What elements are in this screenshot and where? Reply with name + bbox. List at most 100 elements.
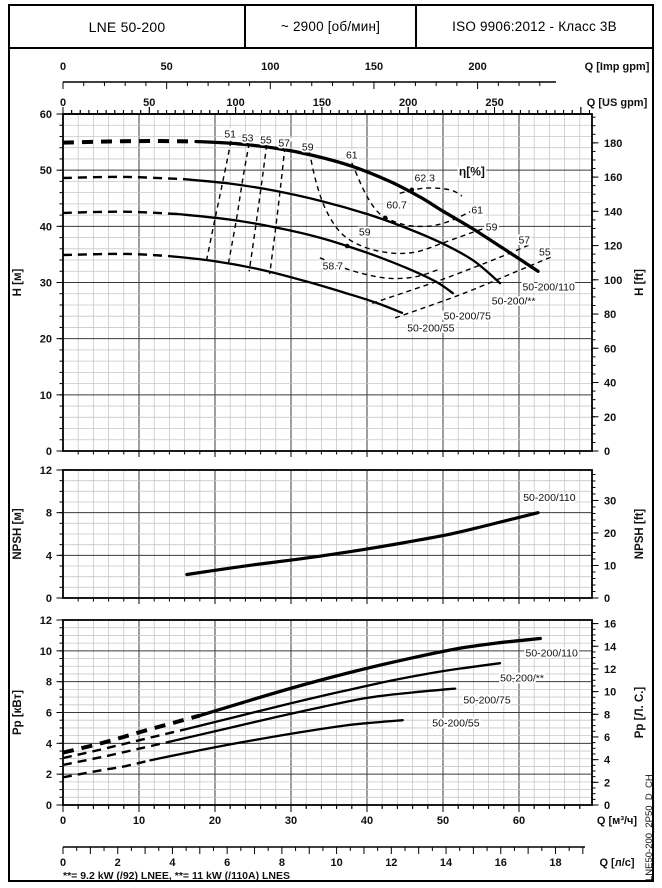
curve-solid-segment (168, 687, 457, 743)
npsh-chart-ticks (56, 469, 599, 604)
right-axis-tick-label: 16 (604, 619, 616, 631)
right-axis-tick-label: 2 (604, 777, 610, 789)
curve-solid-segment (168, 254, 404, 314)
bep-dot (344, 243, 350, 249)
curve-name-label: 50-200/55 (432, 717, 479, 729)
left-axis-tick-label: 40 (40, 221, 52, 233)
ruler-tick-label: 40 (361, 815, 373, 827)
power-chart-ticks (56, 619, 599, 811)
right-axis-tick-label: 8 (604, 709, 610, 721)
curve-dashed-segment (62, 210, 178, 216)
curve-solid-segment (185, 511, 540, 577)
y-axis-title-right: H [ft] (634, 269, 646, 296)
curve-solid-segment (183, 178, 502, 285)
ruler-tick-label: 50 (143, 97, 155, 109)
efficiency-label: 51 (224, 129, 236, 141)
right-axis-tick-label: 120 (604, 241, 622, 253)
ruler-tick-label: 50 (437, 815, 449, 827)
curve-name-label: 50-200/55 (407, 322, 454, 334)
left-axis-tick-label: 6 (46, 708, 52, 720)
right-axis-tick-label: 10 (604, 560, 616, 572)
ruler-tick-label: 100 (226, 97, 244, 109)
efficiency-label: 58.7 (323, 261, 344, 273)
curve-solid-segment (149, 719, 404, 762)
curve-50-200110 (62, 138, 540, 273)
curve-50-200110 (62, 636, 542, 755)
ruler-tick-label: 60 (513, 815, 525, 827)
right-axis-tick-label: 4 (604, 755, 611, 767)
left-axis-tick-label: 4 (46, 738, 53, 750)
ruler-tick-label: 50 (161, 61, 173, 73)
pump-model: LNE 50-200 (10, 6, 246, 47)
power-chart: 0 2 4 6 8 10 12 0 2 4 6 8 10 12 14 16 50-200/110 50-200/*… (12, 615, 646, 812)
right-axis-tick-label: 80 (604, 309, 616, 321)
ruler-tick-label: 6 (224, 857, 230, 869)
efficiency-label: 59 (302, 142, 314, 154)
curve-50-200110 (185, 511, 540, 577)
y-axis-title-right: Pр [Л. С.] (634, 687, 646, 739)
pump-speed: ~ 2900 [об/мин] (246, 6, 417, 47)
eff-57-right-contour (372, 243, 533, 304)
curve-dashed-segment (62, 138, 197, 145)
ruler-tick-label: 18 (549, 857, 561, 869)
footnote: **= 9.2 kW (/92) LNEE, **= 11 kW (/110A)… (63, 870, 290, 882)
left-axis-tick-label: 4 (46, 550, 53, 562)
efficiency-label: 53 (242, 133, 254, 145)
right-axis-tick-label: 20 (604, 412, 616, 424)
y-axis-title-left: H [м] (12, 268, 24, 296)
eff-57-contour (269, 147, 286, 275)
left-axis-tick-label: 2 (46, 769, 52, 781)
efficiency-label: 55 (260, 134, 272, 146)
y-axis-title-left: NPSH [м] (12, 508, 24, 559)
bep-dot (409, 187, 415, 193)
title-bar: LNE 50-200 ~ 2900 [об/мин] ISO 9906:2012… (8, 4, 654, 49)
left-axis-tick-label: 30 (40, 278, 52, 290)
efficiency-label: 57 (278, 138, 290, 150)
left-axis-tick-label: 20 (40, 334, 52, 346)
ruler-tick-label: 0 (60, 97, 66, 109)
right-axis-tick-label: 10 (604, 687, 616, 699)
curve-name-label: 50-200/** (500, 672, 544, 684)
ruler-tick-label: 10 (330, 857, 342, 869)
ruler-unit-label: Q [US gpm] (587, 97, 648, 109)
ruler-unit-label: Q [м³/ч] (597, 815, 638, 827)
lps-ruler: 0 2 4 6 8 10 12 14 16 18 Q [л/с] (60, 846, 635, 869)
left-axis-tick-label: 10 (40, 646, 52, 658)
right-axis-tick-label: 180 (604, 138, 622, 150)
right-axis-tick-label: 0 (604, 446, 610, 458)
ruler-tick-label: 0 (60, 61, 66, 73)
efficiency-label: 62.3 (415, 173, 436, 185)
ruler-tick-label: 8 (279, 857, 285, 869)
left-axis-tick-label: 0 (46, 800, 52, 812)
head-flow-chart: 0 10 20 30 40 50 60 0 20 40 60 80 100 120 140 160 180 51 5… (12, 107, 646, 458)
ruler-tick-label: 100 (261, 61, 279, 73)
bep-dot (382, 215, 388, 221)
right-axis-tick-label: 0 (604, 593, 610, 605)
ruler-tick-label: 250 (485, 97, 503, 109)
curve-solid-segment (198, 636, 542, 718)
imp-gpm-ruler: 0 50 100 150 200 Q [Imp gpm] (60, 61, 650, 89)
curve-50-20075 (62, 210, 455, 295)
ruler-tick-label: 0 (60, 857, 66, 869)
us-gpm-ruler: 0 50 100 150 200 250 Q [US gpm] (60, 97, 648, 115)
efficiency-label: η[%] (459, 164, 485, 178)
ruler-tick-label: 10 (133, 815, 145, 827)
test-standard: ISO 9906:2012 - Класс 3В (452, 19, 617, 34)
left-axis-tick-label: 0 (46, 446, 52, 458)
ruler-tick-label: 150 (365, 61, 383, 73)
curve-dashed-segment (62, 713, 201, 755)
efficiency-label: 55 (539, 247, 551, 259)
ruler-tick-label: 16 (495, 857, 507, 869)
left-axis-tick-label: 10 (40, 390, 52, 402)
ruler-tick-label: 2 (115, 857, 121, 869)
npsh-chart: 0 4 8 12 0 10 20 30 50-200/110 NPSH [м] NPSH [ft] (12, 465, 646, 605)
right-axis-tick-label: 14 (604, 641, 617, 653)
eff-61-contour (351, 162, 471, 228)
efficiency-label: 60.7 (386, 199, 407, 211)
ruler-tick-label: 12 (385, 857, 397, 869)
eff-55-contour (248, 144, 268, 272)
m3h-axis: 0 10 20 30 40 50 60 Q [м³/ч] (60, 805, 637, 827)
curve-solid-segment (194, 139, 540, 273)
ruler-tick-label: 0 (60, 815, 66, 827)
